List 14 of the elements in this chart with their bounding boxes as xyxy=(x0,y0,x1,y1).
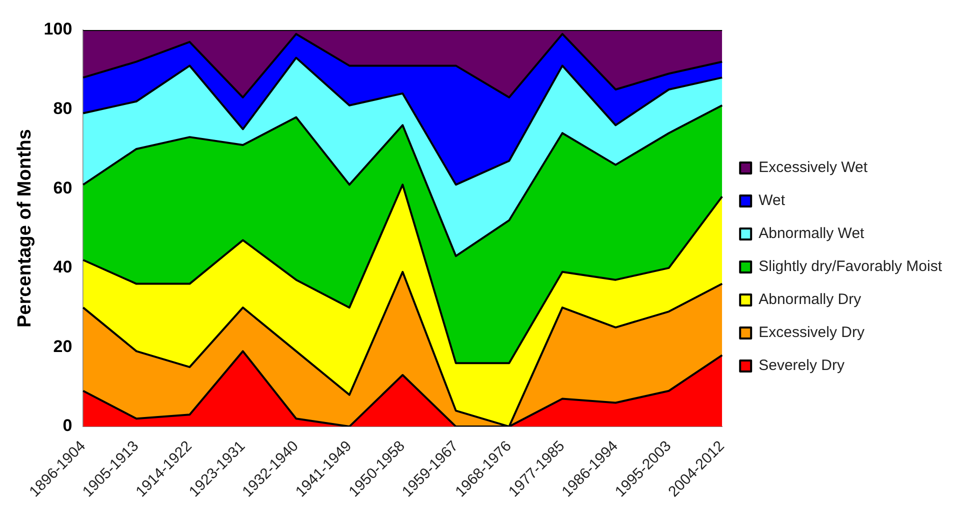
y-tick-label: 60 xyxy=(53,178,72,198)
y-tick-label: 0 xyxy=(62,416,72,436)
legend-label: Abnormally Wet xyxy=(758,225,866,242)
legend-label: Severely Dry xyxy=(758,357,845,374)
y-tick-label: 40 xyxy=(53,258,72,277)
y-tick-label: 100 xyxy=(44,20,72,39)
y-tick-label: 80 xyxy=(53,98,72,118)
legend-label: Slightly dry/Favorably Moist xyxy=(758,258,943,276)
legend-label: Wet xyxy=(758,192,786,210)
legend-label: Excessively Dry xyxy=(758,324,865,342)
y-tick-label: 20 xyxy=(53,336,72,356)
legend-label: Excessively Wet xyxy=(758,159,868,176)
y-axis-title: Percentage of Months xyxy=(14,129,36,328)
legend-label: Abnormally Dry xyxy=(758,291,862,308)
